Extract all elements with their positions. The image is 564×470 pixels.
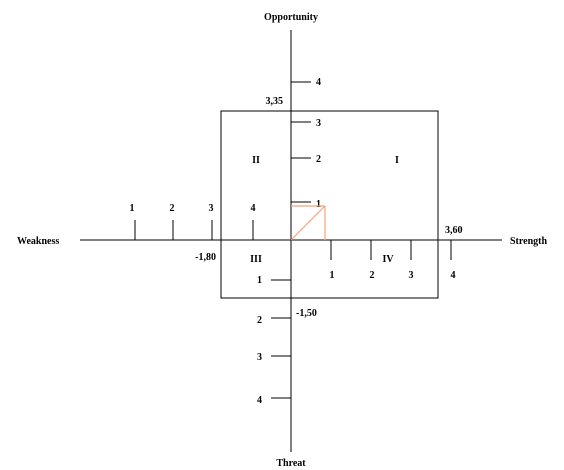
axis-label-weakness: Weakness — [17, 236, 59, 247]
strength-tick-label: 4 — [451, 270, 456, 281]
triangle-diagonal — [290, 205, 326, 241]
strength-ticks: 1 2 3 4 — [330, 240, 456, 281]
strength-tick-label: 1 — [330, 270, 335, 281]
threat-tick-label: 2 — [257, 315, 262, 326]
opportunity-tick-label: 2 — [316, 154, 321, 165]
strength-tick-label: 3 — [409, 270, 414, 281]
threat-tick-label: 1 — [257, 275, 262, 286]
opportunity-tick-label: 1 — [316, 199, 321, 210]
strength-tick-label: 2 — [370, 270, 375, 281]
axis-label-strength: Strength — [510, 236, 547, 247]
opportunity-tick-label: 4 — [316, 77, 321, 88]
quadrant-label-ii: II — [252, 155, 260, 166]
weakness-ticks: 1 2 3 4 — [130, 203, 256, 240]
quadrant-label-iii: III — [250, 254, 262, 265]
axis-label-threat: Threat — [276, 458, 306, 469]
position-triangle — [290, 205, 326, 241]
threat-ticks: 1 2 3 4 — [257, 275, 291, 406]
opportunity-ticks: 4 3 2 1 — [291, 77, 321, 210]
weakness-tick-label: 4 — [251, 203, 256, 214]
weakness-tick-label: 3 — [209, 203, 214, 214]
axis-label-opportunity: Opportunity — [264, 12, 318, 23]
weakness-tick-label: 1 — [130, 203, 135, 214]
threat-tick-label: 4 — [257, 395, 262, 406]
opportunity-value-label: 3,35 — [266, 96, 284, 107]
threat-value-label: -1,50 — [296, 308, 317, 319]
weakness-value-label: -1,80 — [195, 252, 216, 263]
quadrant-label-i: I — [395, 155, 399, 166]
swot-box — [220, 110, 439, 299]
opportunity-tick-label: 3 — [316, 118, 321, 129]
weakness-tick-label: 2 — [170, 203, 175, 214]
quadrant-label-iv: IV — [382, 254, 394, 265]
strength-value-label: 3,60 — [445, 225, 463, 236]
threat-tick-label: 3 — [257, 352, 262, 363]
